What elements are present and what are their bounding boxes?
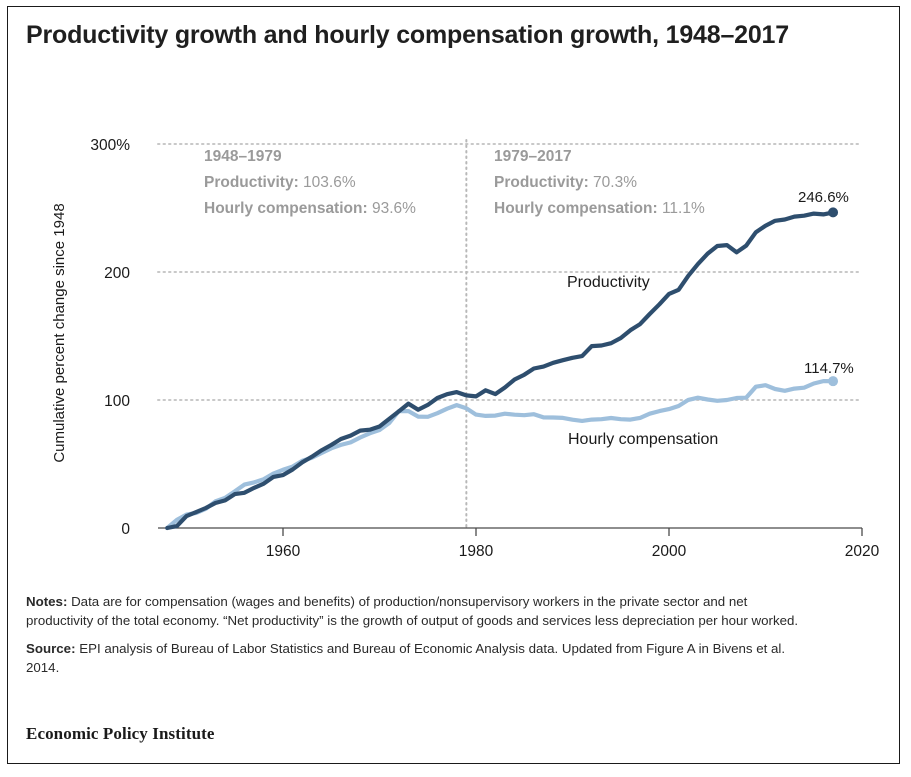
x-tick-label: 1960 bbox=[266, 543, 301, 560]
y-tick-label: 100 bbox=[104, 393, 130, 410]
figure-frame bbox=[7, 6, 900, 764]
source-paragraph: Source: EPI analysis of Bureau of Labor … bbox=[26, 639, 806, 677]
period-2-heading: 1979–2017 bbox=[494, 148, 572, 165]
y-tick-label: 0 bbox=[121, 521, 130, 538]
compensation-end-label: 114.7% bbox=[804, 360, 854, 377]
productivity-series-label: Productivity bbox=[567, 274, 650, 291]
compensation-series-label: Hourly compensation bbox=[568, 431, 718, 448]
source-text: EPI analysis of Bureau of Labor Statisti… bbox=[26, 641, 786, 675]
grid bbox=[157, 139, 863, 529]
y-tick-label: 200 bbox=[104, 265, 130, 282]
x-tick-label: 2020 bbox=[845, 543, 880, 560]
period-2-compensation-label: Hourly compensation: bbox=[494, 200, 658, 217]
productivity-end-label: 246.6% bbox=[798, 189, 849, 206]
period-2-productivity-value: 70.3% bbox=[593, 174, 637, 191]
period-1-compensation: Hourly compensation: 93.6% bbox=[204, 200, 416, 217]
y-tick-label: 300% bbox=[90, 137, 130, 154]
chart-title: Productivity growth and hourly compensat… bbox=[26, 21, 789, 49]
period-2-productivity: Productivity: 70.3% bbox=[494, 174, 637, 191]
chart-svg: 0 100 200 300% 1960 1980 2000 2020 1948–1979 Pr… bbox=[51, 137, 880, 560]
source-label: Source: bbox=[26, 641, 76, 656]
period-2-productivity-label: Productivity: bbox=[494, 174, 589, 191]
publisher-logo: Economic Policy Institute bbox=[26, 724, 215, 743]
productivity-line bbox=[165, 210, 836, 531]
period-2-compensation-value: 11.1% bbox=[662, 200, 705, 217]
compensation-end-point bbox=[828, 376, 839, 387]
notes-block: Notes: Data are for compensation (wages … bbox=[26, 592, 806, 686]
axes: 0 100 200 300% 1960 1980 2000 2020 bbox=[90, 137, 879, 560]
period-1-productivity: Productivity: 103.6% bbox=[204, 174, 356, 191]
period-2-compensation: Hourly compensation: 11.1% bbox=[494, 200, 705, 217]
notes-text: Data are for compensation (wages and ben… bbox=[26, 594, 799, 628]
period-1-compensation-value: 93.6% bbox=[372, 200, 416, 217]
series bbox=[165, 207, 839, 531]
period-1-productivity-value: 103.6% bbox=[303, 174, 356, 191]
notes-label: Notes: bbox=[26, 594, 68, 609]
x-tick-label: 2000 bbox=[652, 543, 687, 560]
x-tick-label: 1980 bbox=[459, 543, 494, 560]
period-annotations: 1948–1979 Productivity: 103.6% Hourly co… bbox=[204, 148, 705, 217]
period-1-compensation-label: Hourly compensation: bbox=[204, 200, 368, 217]
period-1-productivity-label: Productivity: bbox=[204, 174, 299, 191]
y-axis-label: Cumulative percent change since 1948 bbox=[51, 203, 68, 462]
notes-paragraph: Notes: Data are for compensation (wages … bbox=[26, 592, 806, 630]
series-labels: Productivity Hourly compensation 246.6% … bbox=[567, 189, 854, 448]
compensation-line bbox=[165, 379, 836, 531]
period-1-heading: 1948–1979 bbox=[204, 148, 282, 165]
productivity-end-point bbox=[828, 207, 839, 218]
